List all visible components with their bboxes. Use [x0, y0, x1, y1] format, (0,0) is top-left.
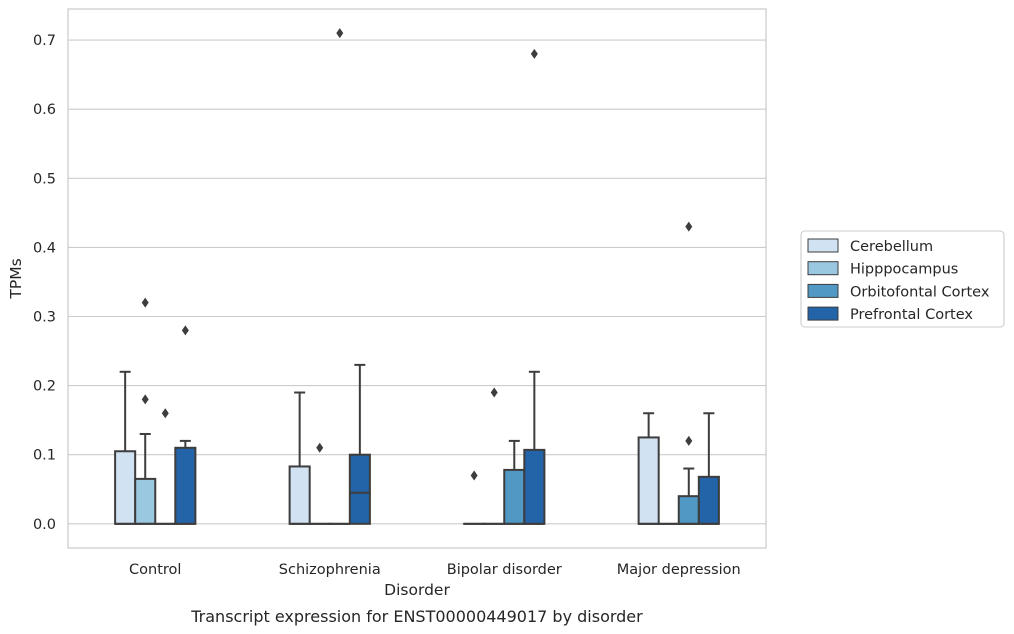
outlier-point [685, 221, 693, 232]
x-tick-label: Control [129, 562, 181, 578]
y-tick-label: 0.4 [33, 240, 56, 256]
box-body [677, 495, 700, 525]
y-tick-label: 0.7 [33, 33, 56, 49]
outlier-point [530, 48, 538, 59]
box-cerebellum-0 [114, 370, 137, 525]
y-tick-label: 0.1 [33, 448, 56, 464]
box-cerebellum-3 [637, 412, 660, 525]
legend-frame [800, 230, 1005, 328]
box-body [288, 465, 311, 525]
y-tick-label: 0.5 [33, 171, 56, 187]
x-tick-label: Bipolar disorder [447, 562, 562, 578]
box-cerebellum-1 [288, 391, 311, 525]
legend-label: Hipppocampus [850, 262, 958, 278]
box-orbitofontal-cortex-1 [328, 28, 351, 525]
box-body [114, 450, 137, 525]
outlier-point [490, 387, 498, 398]
legend-swatch [807, 261, 839, 276]
box-orbitofontal-cortex-2 [503, 439, 526, 525]
box-body [348, 453, 371, 525]
y-tick-labels: 0.0 0.1 0.2 0.3 0.4 0.5 0.6 0.7 [33, 33, 56, 533]
x-tick-label: Schizophrenia [279, 562, 381, 578]
box-orbitofontal-cortex-0 [154, 408, 177, 525]
y-tick-label: 0.6 [33, 102, 56, 118]
box-prefrontal-cortex-0 [174, 325, 197, 525]
y-tick-label: 0.3 [33, 310, 56, 326]
box-prefrontal-cortex-1 [348, 363, 371, 525]
y-axis-label: TPMs [7, 258, 25, 299]
box-orbitofontal-cortex-3 [677, 221, 700, 525]
outlier-point [316, 442, 324, 453]
outlier-point [181, 325, 189, 336]
box-body [174, 446, 197, 525]
box-hipppocampus-1 [308, 442, 331, 525]
legend-label: Prefrontal Cortex [850, 307, 973, 323]
outlier-point [685, 435, 693, 446]
x-tick-labels: Control Schizophrenia Bipolar disorder Majo… [129, 562, 741, 578]
grid-lines [68, 39, 766, 525]
boxes-layer [114, 28, 720, 525]
outlier-point [470, 470, 478, 481]
plot-frame [67, 8, 767, 549]
legend-swatch [807, 238, 839, 253]
box-body [523, 448, 546, 525]
legend: Cerebellum Hipppocampus Orbitofontal Corte… [800, 230, 1005, 328]
box-prefrontal-cortex-3 [697, 412, 720, 525]
box-body [134, 477, 157, 525]
box-hipppocampus-0 [134, 297, 157, 525]
legend-swatch [807, 306, 839, 321]
legend-swatch [807, 283, 839, 298]
outlier-point [161, 408, 169, 419]
outlier-point [141, 297, 149, 308]
chart-caption: Transcript expression for ENST0000044901… [190, 607, 643, 626]
x-tick-label: Major depression [617, 562, 741, 578]
x-axis-label: Disorder [384, 581, 450, 599]
outlier-point [141, 394, 149, 405]
outlier-point [336, 28, 344, 39]
box-prefrontal-cortex-2 [523, 48, 546, 525]
box-hipppocampus-2 [483, 387, 506, 525]
box-body [637, 436, 660, 525]
box-cerebellum-2 [463, 470, 486, 525]
legend-label: Orbitofontal Cortex [850, 284, 990, 300]
box-body [503, 468, 526, 525]
legend-label: Cerebellum [850, 239, 933, 255]
y-tick-label: 0.2 [33, 379, 56, 395]
y-tick-label: 0.0 [33, 517, 56, 533]
box-body [697, 475, 720, 525]
